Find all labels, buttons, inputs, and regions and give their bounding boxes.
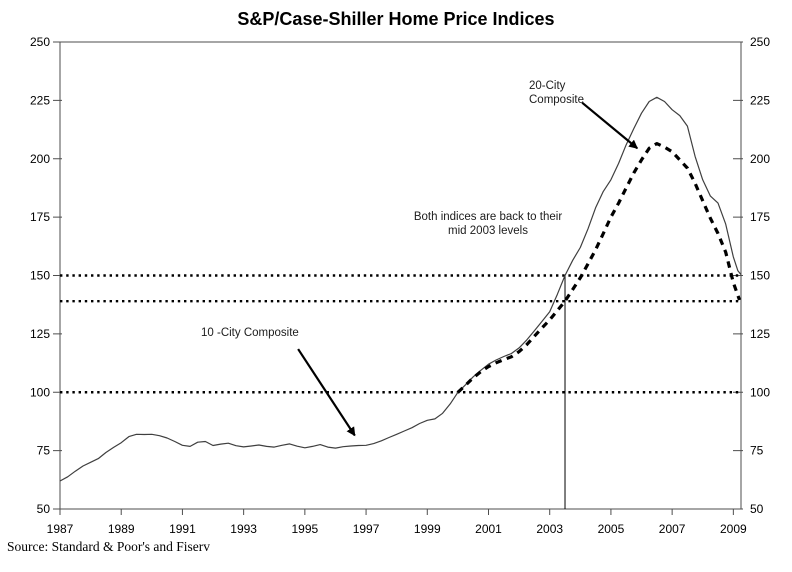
x-axis-label: 1993 xyxy=(230,522,257,536)
y-axis-label-left: 100 xyxy=(30,385,50,399)
x-axis-label: 2005 xyxy=(598,522,625,536)
y-axis-label-right: 125 xyxy=(750,327,770,341)
y-axis-label-left: 75 xyxy=(37,444,51,458)
y-axis-label-left: 150 xyxy=(30,269,50,283)
x-axis-label: 1991 xyxy=(169,522,196,536)
y-axis-label-right: 250 xyxy=(750,35,770,49)
y-axis-label-right: 75 xyxy=(750,444,764,458)
x-axis-label: 2009 xyxy=(720,522,747,536)
series-line-20-city-composite xyxy=(456,142,742,394)
y-axis-label-right: 200 xyxy=(750,152,770,166)
chart-title: S&P/Case-Shiller Home Price Indices xyxy=(237,9,555,29)
x-axis-label: 1987 xyxy=(47,522,74,536)
annotation-10-city-composite: 10 -City Composite xyxy=(201,327,299,339)
annotation-arrow-20-city xyxy=(581,101,639,150)
source-credit: Source: Standard & Poor's and Fiserv xyxy=(7,539,211,554)
y-axis-label-right: 175 xyxy=(750,210,770,224)
y-axis-label-right: 150 xyxy=(750,269,770,283)
y-axis-label-left: 200 xyxy=(30,152,50,166)
y-axis-label-left: 250 xyxy=(30,35,50,49)
y-axis-label-right: 225 xyxy=(750,93,770,107)
x-axis-label: 1997 xyxy=(353,522,380,536)
y-axis-label-left: 125 xyxy=(30,327,50,341)
x-axis-label: 2001 xyxy=(475,522,502,536)
annotation-20-city-composite: 20-City Composite xyxy=(529,80,584,106)
y-axis-label-right: 100 xyxy=(750,385,770,399)
annotation-both-indices-note: Both indices are back to their mid 2003 … xyxy=(413,211,563,237)
y-axis-label-left: 225 xyxy=(30,93,50,107)
x-axis-label: 1989 xyxy=(108,522,135,536)
x-axis-label: 1995 xyxy=(292,522,319,536)
x-axis-label: 2003 xyxy=(536,522,563,536)
y-axis-label-left: 50 xyxy=(37,502,51,516)
y-axis-label-right: 50 xyxy=(750,502,764,516)
x-axis-label: 2007 xyxy=(659,522,686,536)
annotation-arrow-10-city xyxy=(297,348,356,437)
series-line-10-city-composite xyxy=(59,96,742,482)
x-axis-label: 1999 xyxy=(414,522,441,536)
y-axis-label-left: 175 xyxy=(30,210,50,224)
